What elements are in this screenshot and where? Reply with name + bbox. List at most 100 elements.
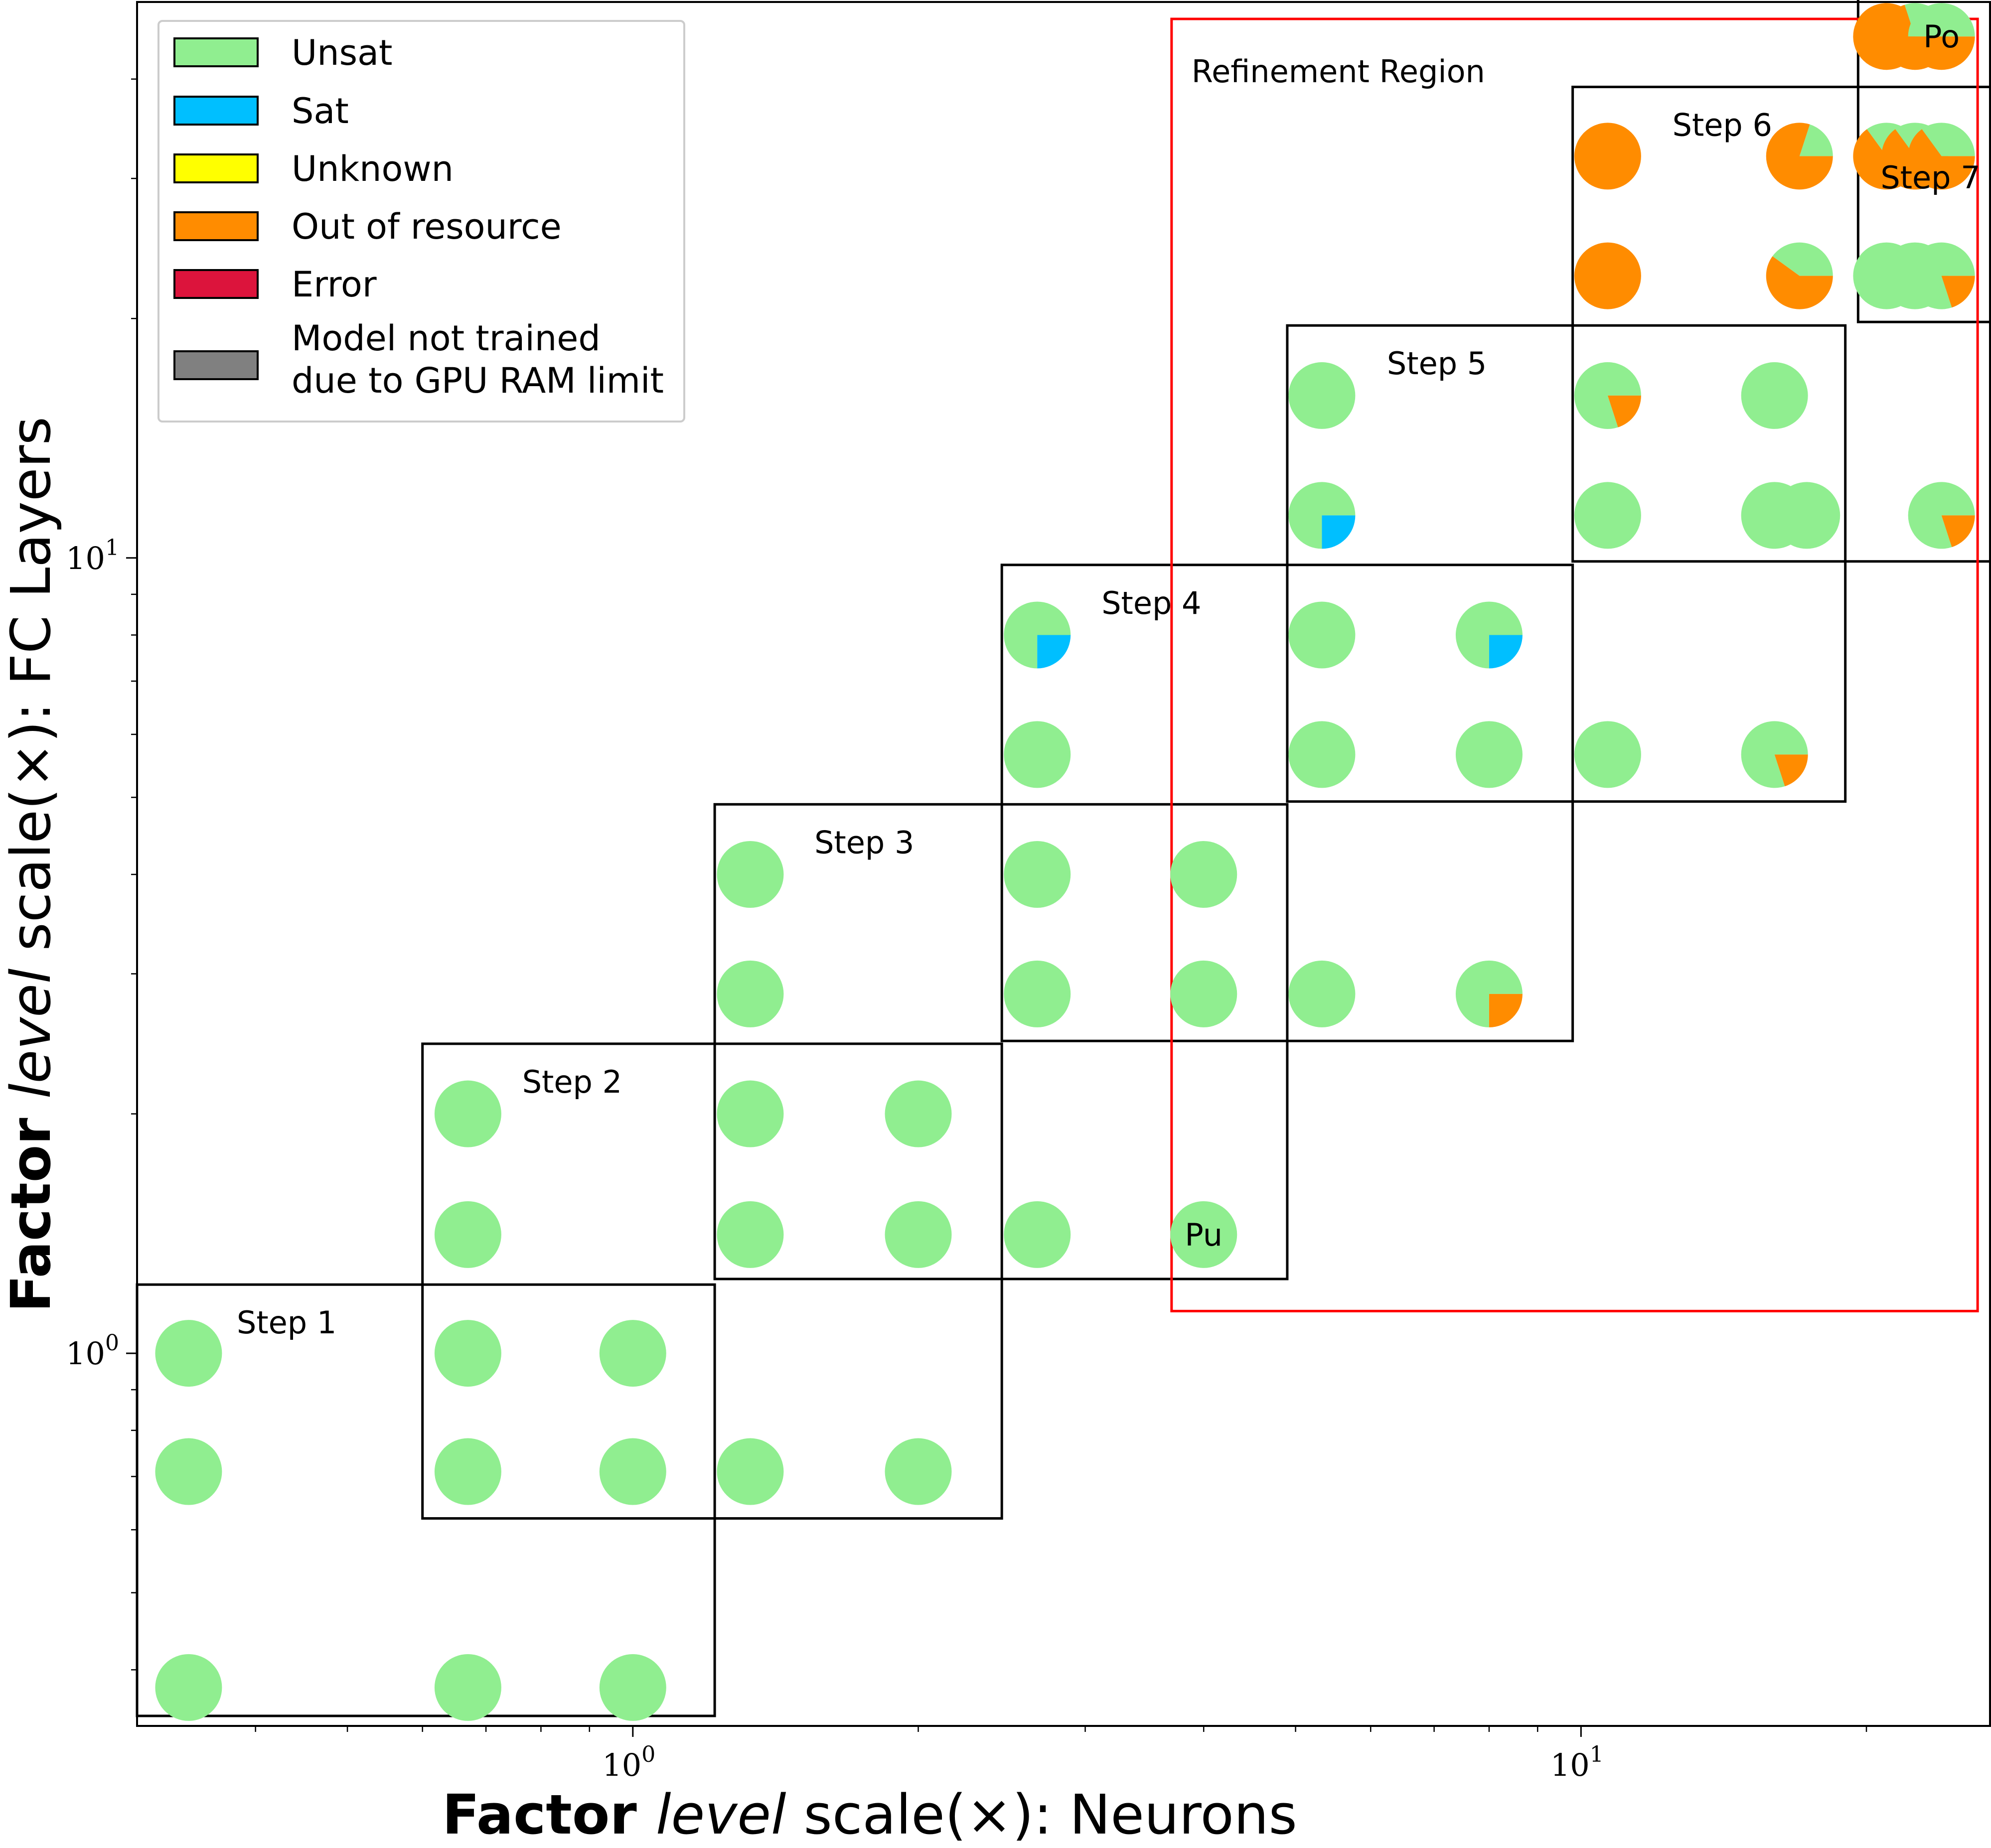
pie-marker [1288, 601, 1356, 669]
legend-label: Unknown [292, 148, 454, 189]
pie-slice [1774, 754, 1808, 787]
point-label: Po [1923, 18, 1960, 55]
legend-label: Unsat [292, 32, 392, 73]
legend-label: Sat [292, 91, 349, 132]
pie-slice [885, 1438, 952, 1505]
axes-frame [136, 1, 1991, 1727]
pie-marker [1288, 721, 1356, 788]
pie-marker [1004, 960, 1071, 1027]
pie-slice [1288, 362, 1356, 429]
pie-slice [1908, 36, 1975, 70]
pie-slice [1607, 395, 1641, 427]
pie-slice [1741, 721, 1808, 788]
legend-label: Model not trained [292, 318, 601, 359]
pie-marker [717, 1201, 784, 1268]
pie-marker [599, 1320, 666, 1387]
pie-slice [1941, 276, 1975, 308]
step-region-box [1571, 85, 1991, 563]
pie-marker [1773, 482, 1840, 549]
pie-marker [1004, 841, 1071, 908]
pie-slice [1037, 635, 1071, 669]
pie-slice [1455, 601, 1523, 669]
pie-slice [1574, 123, 1641, 190]
pie-marker [434, 1438, 501, 1505]
pie-slice [1766, 256, 1833, 309]
pie-marker [1574, 721, 1641, 788]
legend-swatch [173, 37, 259, 67]
pie-marker [1766, 123, 1833, 190]
pie-marker [155, 1654, 222, 1721]
pie-slice [885, 1080, 952, 1147]
pie-marker [434, 1201, 501, 1268]
legend-swatch [173, 96, 259, 126]
pie-marker [885, 1438, 952, 1505]
pie-slice [1799, 124, 1833, 156]
pie-marker [1004, 1201, 1071, 1268]
pie-marker [1574, 362, 1641, 429]
pie-slice [1741, 362, 1808, 429]
pie-marker [599, 1438, 666, 1505]
pie-slice [717, 1080, 784, 1147]
pie-slice [1322, 515, 1356, 549]
pie-marker [717, 1438, 784, 1505]
pie-slice [717, 841, 784, 908]
pie-slice [717, 1201, 784, 1268]
pie-slice [1922, 123, 1975, 156]
pie-slice [1170, 1201, 1237, 1268]
pie-marker [1741, 721, 1808, 788]
pie-slice [434, 1320, 501, 1387]
pie-slice [434, 1654, 501, 1721]
legend-label: due to GPU RAM limit [292, 360, 664, 401]
step-regions [136, 0, 1991, 1717]
pie-slice [1004, 841, 1071, 908]
pie-marker [155, 1438, 222, 1505]
pie-marker [1766, 242, 1833, 309]
pie-slice [1908, 482, 1975, 549]
pie-marker [599, 1654, 666, 1721]
pie-marker [1004, 721, 1071, 788]
pie-marker [155, 1320, 222, 1387]
pie-slice [599, 1320, 666, 1387]
axis-ticks: 100 101 100 101 [66, 78, 1867, 1783]
pie-marker [434, 1654, 501, 1721]
pie-marker [1574, 242, 1641, 309]
pie-slice [1489, 635, 1523, 669]
legend-box [157, 20, 685, 423]
pie-marker [1574, 482, 1641, 549]
pie-marker [1741, 362, 1808, 429]
point-label: Pu [1185, 1217, 1223, 1253]
refinement-region-box [1170, 17, 1979, 1312]
pie-marker [1004, 601, 1071, 669]
legend-swatch [173, 153, 259, 183]
pie-slice [1004, 960, 1071, 1027]
pie-slice [1170, 841, 1237, 908]
pie-marker [1288, 960, 1356, 1027]
step-label: Step 7 [1880, 159, 1980, 196]
step-label: Step 1 [237, 1304, 336, 1341]
pie-slice [1170, 960, 1237, 1027]
pie-slice [1004, 1201, 1071, 1268]
pie-slice [1288, 960, 1356, 1027]
pie-slice [1288, 601, 1356, 669]
pie-slice [1766, 123, 1833, 190]
pie-marker [717, 960, 784, 1027]
pie-slice [434, 1201, 501, 1268]
pie-marker [1170, 841, 1237, 908]
legend: Unsat Sat Unknown Out of resource Error Model… [157, 20, 685, 423]
pie-slice [1908, 129, 1975, 190]
step-label: Step 6 [1673, 107, 1772, 143]
legend-swatch [173, 269, 259, 299]
step-label: Step 5 [1387, 345, 1487, 382]
pie-slice [717, 1438, 784, 1505]
pie-marker [1288, 482, 1356, 549]
pie-slice [1574, 721, 1641, 788]
pie-slice [1004, 601, 1071, 669]
annotation-labels: Step 1 Step 2 Step 3 Step 4 Step 5 Step 6 Step… [237, 18, 1981, 1341]
pie-slice [1489, 994, 1523, 1027]
step-region-box [1286, 324, 1847, 803]
pie-marker [1908, 482, 1975, 549]
legend-label: Out of resource [292, 206, 562, 247]
pie-marker [885, 1080, 952, 1147]
pie-marker [434, 1320, 501, 1387]
